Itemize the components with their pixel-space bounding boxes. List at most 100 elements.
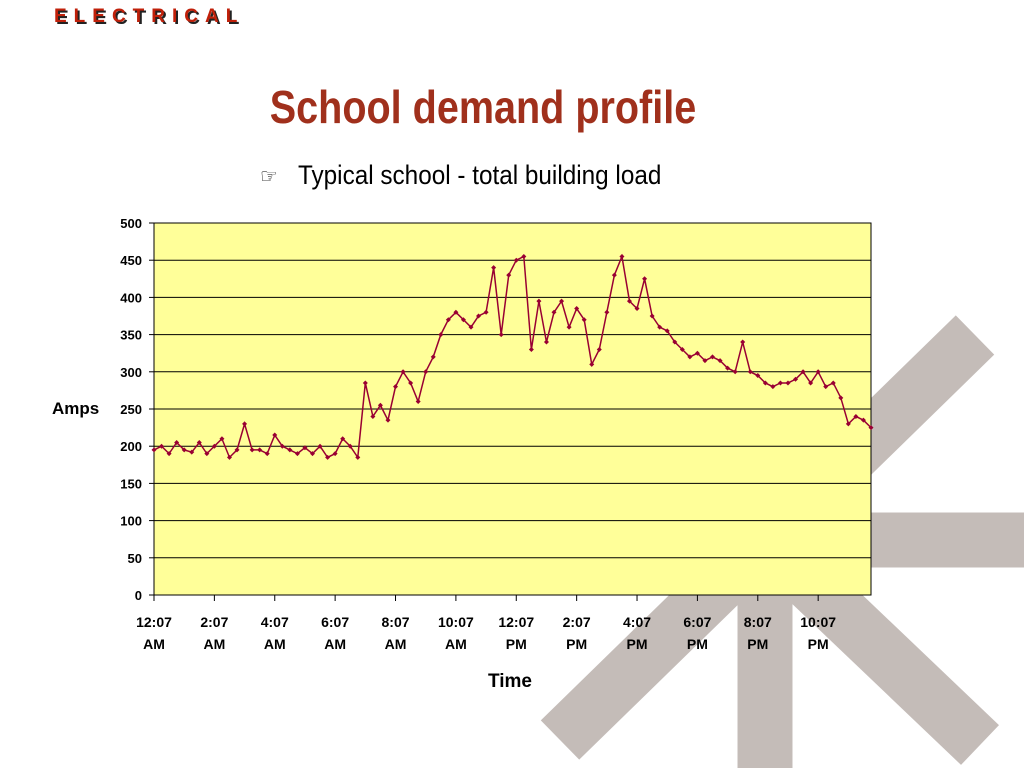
data-point xyxy=(868,425,874,431)
data-point xyxy=(634,306,640,312)
data-point xyxy=(151,447,157,453)
y-tick-label: 400 xyxy=(120,290,142,305)
y-tick-label: 450 xyxy=(120,253,142,268)
data-point xyxy=(830,380,836,386)
data-point xyxy=(423,369,429,375)
x-tick-label: 2:07 AM xyxy=(200,614,229,652)
data-point xyxy=(445,317,451,323)
x-tick-label: 10:07 PM xyxy=(800,614,837,652)
data-point xyxy=(672,339,678,345)
data-point xyxy=(853,413,859,419)
data-point xyxy=(468,324,474,330)
data-point xyxy=(815,369,821,375)
data-point xyxy=(211,443,217,449)
data-point xyxy=(559,298,565,304)
data-point xyxy=(234,447,240,453)
data-point xyxy=(619,253,625,259)
x-tick-label: 8:07 AM xyxy=(381,614,410,652)
data-point xyxy=(657,324,663,330)
data-point xyxy=(302,445,308,451)
data-point xyxy=(747,369,753,375)
x-tick-label: 8:07 PM xyxy=(743,614,772,652)
x-tick-label: 12:07 AM xyxy=(136,614,172,652)
data-point xyxy=(415,399,421,405)
x-tick-label: 10:07 AM xyxy=(437,614,474,652)
data-point xyxy=(491,265,497,271)
data-point xyxy=(808,380,814,386)
data-point xyxy=(793,376,799,382)
data-point xyxy=(189,449,195,455)
data-point xyxy=(159,443,165,449)
data-point xyxy=(596,346,602,352)
data-point xyxy=(272,432,278,438)
data-point xyxy=(649,313,655,319)
x-tick-label: 2:07 PM xyxy=(562,614,591,652)
data-point xyxy=(740,339,746,345)
x-tick-label: 4:07 PM xyxy=(623,614,652,652)
data-point xyxy=(340,436,346,442)
y-tick-label: 50 xyxy=(128,551,142,566)
data-point xyxy=(755,373,761,379)
data-point xyxy=(762,380,768,386)
data-point xyxy=(679,346,685,352)
data-point xyxy=(483,309,489,315)
data-point xyxy=(166,451,172,457)
data-point xyxy=(574,306,580,312)
data-point xyxy=(777,380,783,386)
data-point xyxy=(196,439,202,445)
data-point xyxy=(279,443,285,449)
data-point xyxy=(460,317,466,323)
data-point xyxy=(325,454,331,460)
y-tick-label: 100 xyxy=(120,514,142,529)
data-point xyxy=(581,317,587,323)
x-tick-label: 4:07 AM xyxy=(260,614,289,652)
data-point xyxy=(370,413,376,419)
y-tick-label: 350 xyxy=(120,328,142,343)
data-point xyxy=(257,447,263,453)
data-point xyxy=(845,421,851,427)
data-point xyxy=(242,421,248,427)
data-point xyxy=(694,350,700,356)
data-point xyxy=(498,332,504,338)
data-point xyxy=(408,380,414,386)
data-point xyxy=(528,346,534,352)
data-point xyxy=(702,358,708,364)
data-point xyxy=(536,298,542,304)
data-point xyxy=(385,417,391,423)
data-point xyxy=(377,402,383,408)
title: School demand profile xyxy=(269,81,697,133)
y-tick-label: 150 xyxy=(120,476,142,491)
data-point xyxy=(264,451,270,457)
data-point xyxy=(664,328,670,334)
data-point xyxy=(226,454,232,460)
data-point xyxy=(400,369,406,375)
data-point xyxy=(355,454,361,460)
data-point xyxy=(717,358,723,364)
data-point xyxy=(626,298,632,304)
data-point xyxy=(249,447,255,453)
y-tick-label: 250 xyxy=(120,402,142,417)
data-point xyxy=(710,354,716,360)
data-point xyxy=(317,443,323,449)
y-axis-label: Amps xyxy=(52,399,100,418)
data-point xyxy=(642,276,648,282)
data-point xyxy=(506,272,512,278)
data-point xyxy=(566,324,572,330)
x-tick-label: 12:07 PM xyxy=(498,614,535,652)
x-tick-label: 6:07 AM xyxy=(321,614,350,652)
data-point xyxy=(725,365,731,371)
data-point xyxy=(453,309,459,315)
data-point xyxy=(287,447,293,453)
data-point xyxy=(347,443,353,449)
data-point xyxy=(732,369,738,375)
data-point xyxy=(838,395,844,401)
data-point xyxy=(785,380,791,386)
subtitle: Typical school - total building load xyxy=(298,160,662,190)
data-point xyxy=(294,451,300,457)
data-point xyxy=(800,369,806,375)
data-point xyxy=(174,439,180,445)
data-point xyxy=(362,380,368,386)
data-point xyxy=(309,451,315,457)
